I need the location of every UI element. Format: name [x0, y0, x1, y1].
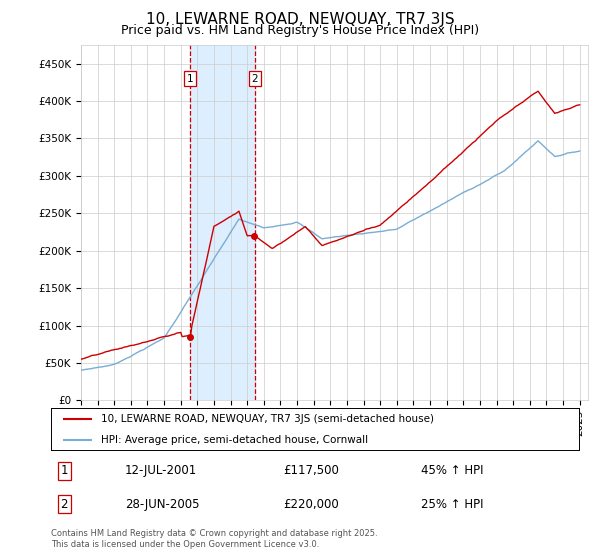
Text: 2: 2: [251, 73, 258, 83]
Text: £117,500: £117,500: [283, 464, 339, 477]
Text: Price paid vs. HM Land Registry's House Price Index (HPI): Price paid vs. HM Land Registry's House …: [121, 24, 479, 37]
Text: 1: 1: [61, 464, 68, 477]
Text: 10, LEWARNE ROAD, NEWQUAY, TR7 3JS: 10, LEWARNE ROAD, NEWQUAY, TR7 3JS: [146, 12, 454, 27]
Text: HPI: Average price, semi-detached house, Cornwall: HPI: Average price, semi-detached house,…: [101, 435, 368, 445]
Text: 1: 1: [187, 73, 193, 83]
Text: 45% ↑ HPI: 45% ↑ HPI: [421, 464, 483, 477]
Text: 28-JUN-2005: 28-JUN-2005: [125, 498, 199, 511]
Text: £220,000: £220,000: [283, 498, 339, 511]
Text: Contains HM Land Registry data © Crown copyright and database right 2025.
This d: Contains HM Land Registry data © Crown c…: [51, 529, 377, 549]
Text: 10, LEWARNE ROAD, NEWQUAY, TR7 3JS (semi-detached house): 10, LEWARNE ROAD, NEWQUAY, TR7 3JS (semi…: [101, 414, 434, 424]
Text: 25% ↑ HPI: 25% ↑ HPI: [421, 498, 483, 511]
Text: 2: 2: [61, 498, 68, 511]
Text: 12-JUL-2001: 12-JUL-2001: [125, 464, 197, 477]
Bar: [190, 45, 255, 400]
